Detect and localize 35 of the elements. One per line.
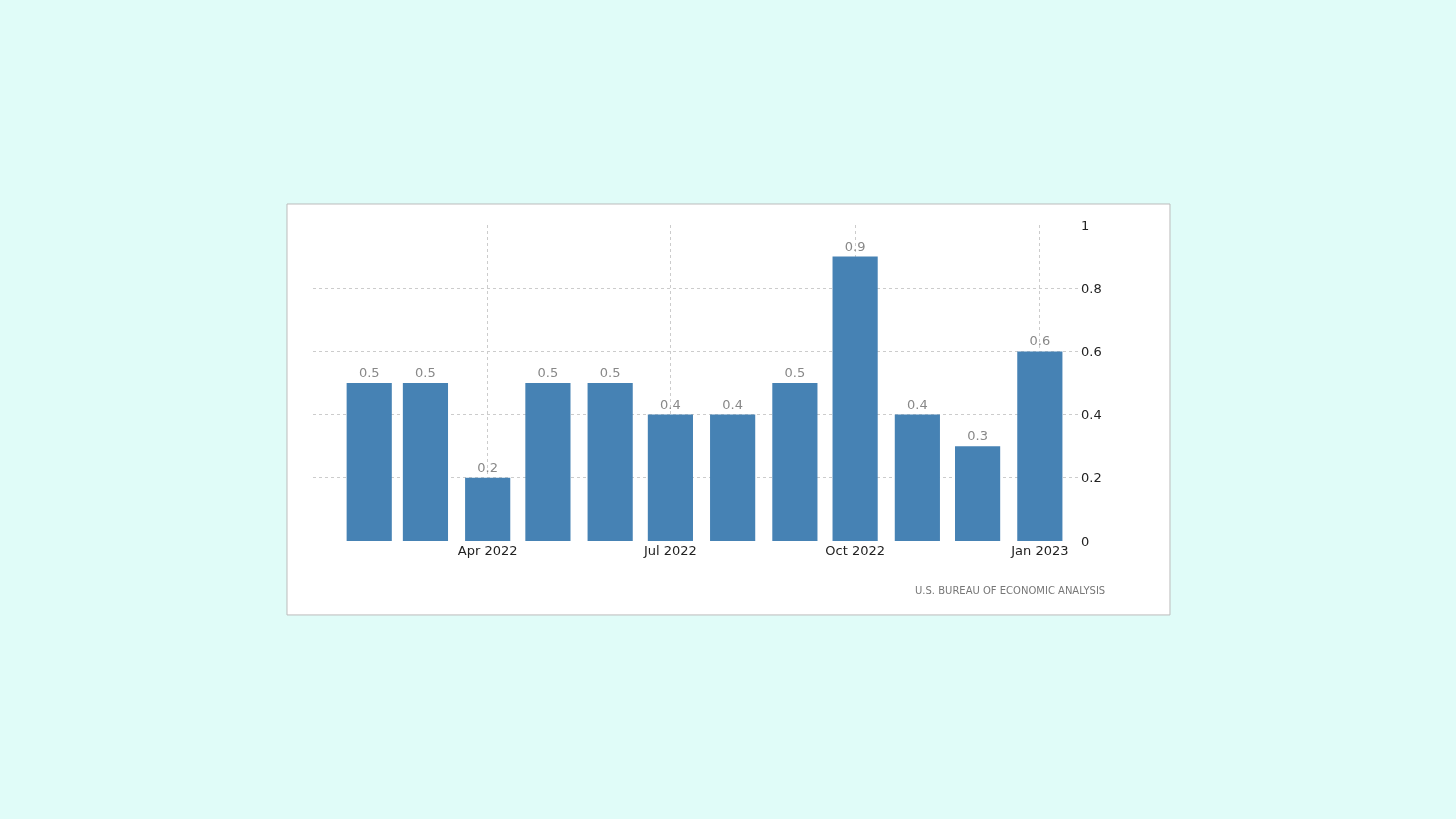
data-label: 0.5: [537, 365, 559, 380]
bar: [465, 477, 511, 541]
y-tick-label: 0.6: [1081, 343, 1102, 359]
bar: [346, 383, 392, 541]
bar: [525, 383, 571, 541]
data-label: 0.2: [477, 459, 499, 475]
data-label: 0.5: [784, 365, 806, 380]
x-tick-label: Apr 2022: [457, 543, 518, 558]
x-tick-label: Oct 2022: [825, 543, 885, 558]
data-label: 0.5: [599, 365, 621, 380]
text: U.S. BUREAU OF ECONOMIC ANALYSIS: [915, 585, 1106, 596]
bar: [832, 256, 878, 541]
bar: [587, 383, 633, 541]
bar: [647, 414, 693, 541]
data-label: 0.9: [844, 238, 866, 254]
y-tick-label: 0.2: [1081, 470, 1102, 486]
data-label: 0.4: [722, 396, 743, 412]
bar: [772, 383, 818, 541]
bar: [402, 383, 449, 541]
data-label: 0.4: [660, 396, 681, 412]
x-tick-label: Jan 2023: [1010, 543, 1069, 558]
y-tick-label: 0.8: [1081, 280, 1102, 296]
y-tick-label: 0.4: [1081, 407, 1102, 423]
data-label: 0.3: [967, 428, 988, 444]
bar: [1017, 351, 1063, 541]
data-label: 0.5: [415, 365, 436, 380]
data-label: 0.5: [358, 365, 380, 380]
data-label: 0.6: [1029, 333, 1051, 349]
data-label: 0.4: [907, 396, 928, 412]
bar: [894, 414, 940, 541]
x-tick-label: Jul 2022: [642, 543, 697, 558]
y-tick-label: 1: [1081, 217, 1090, 233]
y-tick-label: 0: [1081, 533, 1090, 549]
bar: [955, 446, 1001, 541]
bar: [710, 414, 756, 541]
